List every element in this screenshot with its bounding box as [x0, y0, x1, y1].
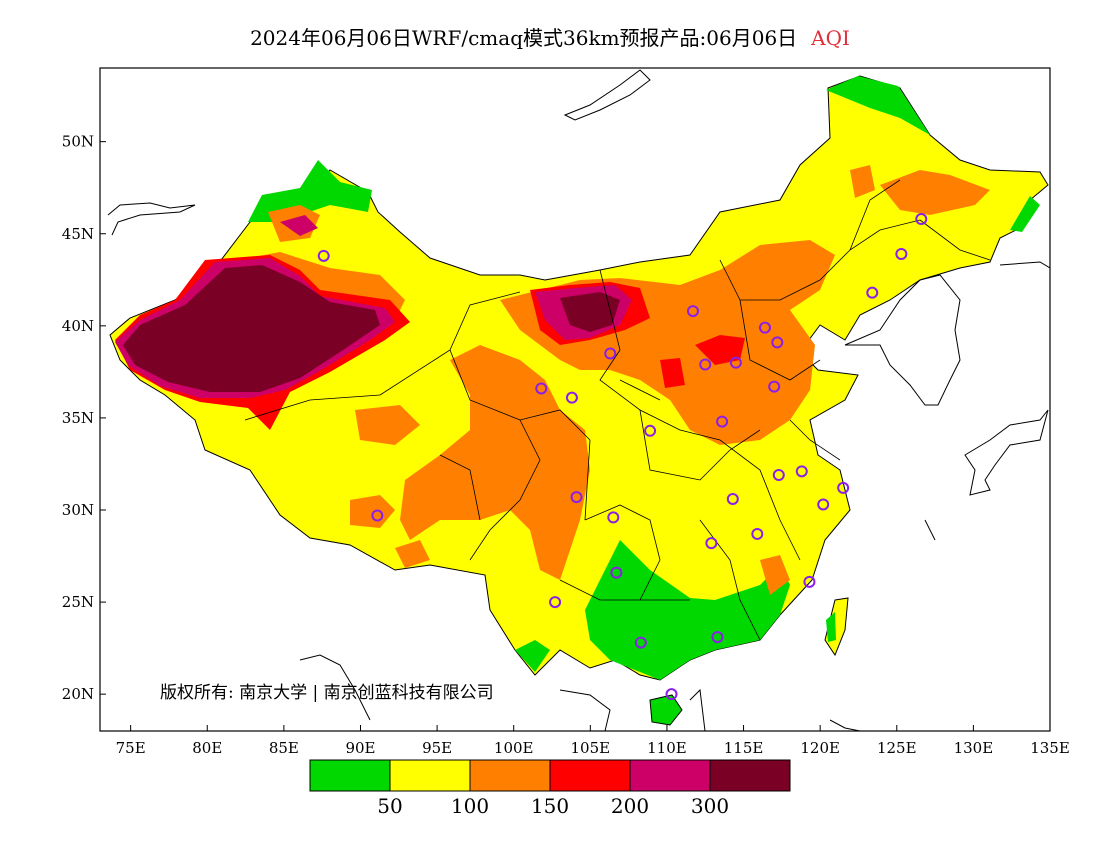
station-marker — [317, 249, 330, 262]
legend-swatch — [389, 759, 471, 792]
legend-swatch — [629, 759, 711, 792]
x-tick-label: 130E — [954, 739, 994, 757]
station-marker — [665, 688, 678, 701]
x-tick-label: 110E — [647, 739, 687, 757]
station-marker — [570, 491, 583, 504]
station-marker — [751, 527, 764, 540]
station-marker — [915, 213, 928, 226]
maroon-north-central — [560, 292, 620, 332]
station-marker — [610, 566, 623, 579]
taiwan-green — [826, 612, 836, 642]
map-frame — [99, 67, 1051, 732]
aqi-legend: 50 100 150 200 300 — [309, 759, 791, 818]
legend-label: 300 — [691, 794, 729, 818]
x-tick-label: 75E — [116, 739, 146, 757]
x-tick-label: 135E — [1030, 739, 1070, 757]
x-tick-label: 105E — [571, 739, 611, 757]
hainan-island — [649, 694, 683, 726]
station-marker — [866, 286, 879, 299]
maroon-west — [123, 265, 380, 392]
station-markers — [317, 213, 928, 701]
legend-label: 100 — [451, 794, 489, 818]
station-marker — [795, 465, 808, 478]
orange-patch-5 — [850, 165, 875, 198]
magenta-patch — [280, 215, 318, 236]
station-marker — [699, 358, 712, 371]
station-marker — [371, 509, 384, 522]
station-marker — [726, 492, 739, 505]
metric-label: AQI — [811, 26, 850, 50]
y-axis: 50N 45N 40N 35N 30N 25N 20N — [62, 133, 106, 703]
red-central-2 — [660, 358, 685, 388]
station-marker — [837, 481, 850, 494]
x-tick-label: 85E — [269, 739, 299, 757]
map-title: 2024年06月06日WRF/cmaq模式36km预报产品:06月06日 AQI — [0, 22, 1100, 51]
x-tick-label: 115E — [724, 739, 764, 757]
title-text: 2024年06月06日WRF/cmaq模式36km预报产品:06月06日 — [250, 26, 798, 50]
station-marker — [771, 336, 784, 349]
x-axis: 75E 80E 85E 90E 95E 100E 105E 110E 115E 120E 125E 1… — [116, 725, 1070, 757]
station-marker — [895, 248, 908, 261]
legend-swatch — [549, 759, 631, 792]
legend-label: 200 — [611, 794, 649, 818]
legend-label: 50 — [377, 794, 402, 818]
map-layer — [107, 69, 1050, 731]
neighbor-coastlines — [107, 69, 1050, 731]
station-marker — [604, 347, 617, 360]
station-marker — [565, 391, 578, 404]
orange-patch-2 — [395, 540, 430, 568]
station-marker — [729, 356, 742, 369]
y-tick-label: 45N — [62, 225, 94, 243]
y-tick-label: 50N — [62, 133, 94, 151]
green-west-north — [248, 160, 372, 222]
legend-swatch — [709, 759, 791, 792]
orange-central-west — [400, 345, 590, 580]
y-tick-label: 20N — [62, 685, 94, 703]
y-tick-label: 35N — [62, 409, 94, 427]
green-east-tip — [1010, 196, 1040, 232]
x-tick-label: 125E — [877, 739, 917, 757]
station-marker — [705, 537, 718, 550]
x-tick-label: 95E — [422, 739, 452, 757]
orange-northeast — [880, 170, 990, 215]
station-marker — [817, 498, 830, 511]
green-southwest — [515, 640, 550, 672]
y-tick-label: 25N — [62, 593, 94, 611]
orange-patch-6 — [760, 555, 790, 595]
station-marker — [686, 305, 699, 318]
x-tick-label: 90E — [345, 739, 375, 757]
x-tick-label: 80E — [192, 739, 222, 757]
y-tick-label: 30N — [62, 501, 94, 519]
station-marker — [803, 575, 816, 588]
station-marker — [711, 631, 724, 644]
station-marker — [535, 382, 548, 395]
orange-patch-3 — [355, 405, 420, 445]
y-tick-label: 40N — [62, 317, 94, 335]
red-central — [695, 335, 745, 365]
station-marker — [716, 415, 729, 428]
x-tick-label: 100E — [494, 739, 534, 757]
legend-swatch — [309, 759, 391, 792]
station-marker — [759, 321, 771, 334]
china-yellow-region — [109, 75, 1049, 681]
station-marker — [644, 424, 657, 437]
station-marker — [549, 596, 562, 609]
x-tick-label: 120E — [800, 739, 840, 757]
station-marker — [607, 511, 620, 524]
green-northeast — [826, 76, 930, 135]
station-marker — [768, 380, 781, 393]
legend-swatch — [469, 759, 551, 792]
station-marker — [772, 469, 785, 482]
copyright-text: 版权所有: 南京大学 | 南京创蓝科技有限公司 — [160, 683, 494, 703]
station-marker — [634, 636, 647, 649]
legend-label: 150 — [531, 794, 569, 818]
orange-patch-1 — [350, 495, 395, 528]
